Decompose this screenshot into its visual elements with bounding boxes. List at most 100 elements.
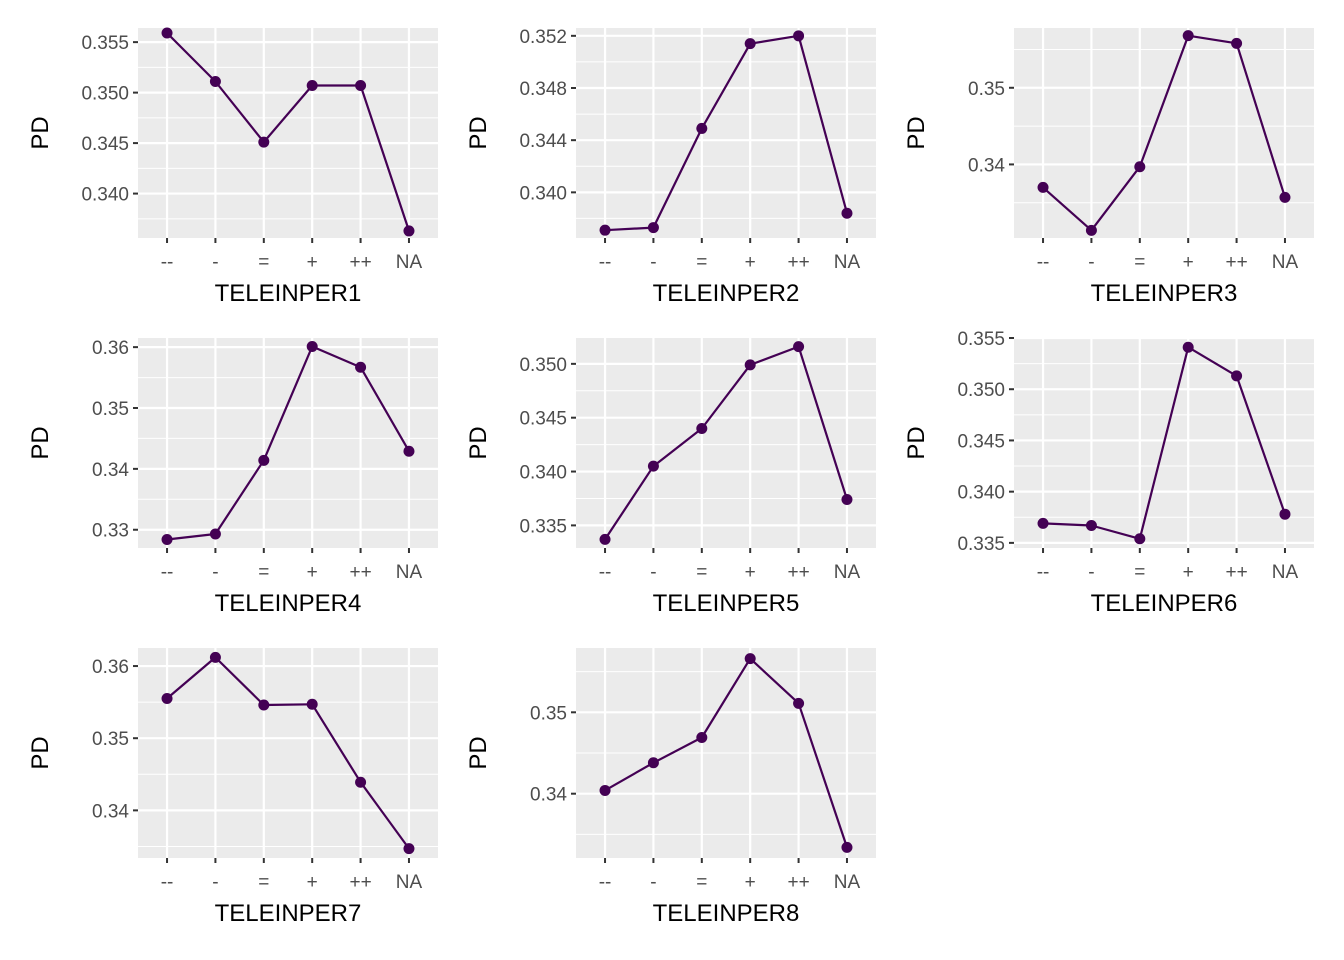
data-point — [793, 30, 805, 42]
x-axis-title: TELEINPER3 — [1091, 280, 1238, 307]
x-tick-label: - — [650, 872, 656, 893]
y-tick-label: 0.335 — [957, 534, 1005, 555]
x-tick-label: NA — [396, 252, 423, 273]
x-tick-label: - — [650, 562, 656, 583]
x-tick-label: - — [1088, 252, 1094, 273]
y-tick-label: 0.352 — [519, 27, 567, 48]
y-tick-label: 0.340 — [81, 185, 129, 206]
series-line — [604, 34, 849, 232]
data-point — [841, 207, 853, 219]
y-tick-label: 0.35 — [530, 703, 567, 724]
x-tick-label: = — [696, 562, 707, 583]
panel-background — [576, 338, 876, 548]
x-axis-title: TELEINPER8 — [653, 900, 800, 927]
data-point — [1134, 161, 1146, 173]
x-tick-label: + — [745, 562, 756, 583]
x-tick-label: = — [1134, 562, 1145, 583]
x-tick-label: ++ — [349, 872, 371, 893]
x-tick-label: + — [307, 562, 318, 583]
data-point — [1037, 181, 1049, 193]
y-tick-label: 0.340 — [957, 483, 1005, 504]
panel-background — [1014, 28, 1314, 238]
data-point — [403, 445, 415, 457]
x-tick-label: -- — [161, 252, 174, 273]
data-point — [1182, 341, 1194, 353]
data-point — [306, 698, 318, 710]
data-point — [599, 224, 611, 236]
x-tick-label: = — [696, 872, 707, 893]
panel-background — [138, 338, 438, 548]
data-point — [599, 533, 611, 545]
x-tick-label: = — [258, 252, 269, 273]
data-point — [355, 776, 367, 788]
x-tick-label: NA — [1272, 252, 1299, 273]
y-tick-label: 0.345 — [957, 431, 1005, 452]
x-tick-label: NA — [396, 872, 423, 893]
x-tick-label: = — [696, 252, 707, 273]
y-axis-title: PD — [465, 736, 492, 769]
data-point — [1231, 37, 1243, 49]
data-point — [161, 693, 173, 705]
data-point — [209, 528, 221, 540]
y-tick-label: 0.348 — [519, 79, 567, 100]
x-tick-label: ++ — [787, 562, 809, 583]
series-line — [604, 657, 849, 848]
panel-background — [576, 28, 876, 238]
panel-background — [138, 648, 438, 858]
x-axis-title: TELEINPER6 — [1091, 590, 1238, 617]
data-point — [841, 841, 853, 853]
x-tick-label: -- — [161, 872, 174, 893]
y-tick-label: 0.344 — [519, 131, 567, 152]
data-point — [1085, 519, 1097, 531]
data-point — [1037, 517, 1049, 529]
data-point — [306, 341, 318, 353]
x-tick-label: + — [1183, 562, 1194, 583]
data-point — [355, 361, 367, 373]
x-tick-label: ++ — [349, 562, 371, 583]
x-tick-label: = — [258, 872, 269, 893]
x-tick-label: - — [212, 872, 218, 893]
y-tick-label: 0.335 — [519, 516, 567, 537]
data-point — [403, 843, 415, 855]
data-point — [744, 359, 756, 371]
data-point — [1279, 508, 1291, 520]
y-tick-label: 0.36 — [92, 657, 129, 678]
data-point — [647, 460, 659, 472]
x-axis-title: TELEINPER1 — [215, 280, 362, 307]
y-tick-label: 0.355 — [81, 33, 129, 54]
data-point — [793, 341, 805, 353]
x-tick-label: NA — [834, 252, 861, 273]
data-point — [599, 784, 611, 796]
x-tick-label: + — [745, 872, 756, 893]
x-tick-label: ++ — [787, 872, 809, 893]
x-tick-label: NA — [396, 562, 423, 583]
series-line — [166, 656, 410, 850]
x-tick-label: NA — [834, 872, 861, 893]
y-tick-label: 0.35 — [968, 79, 1005, 100]
y-axis-title: PD — [465, 116, 492, 149]
data-point — [1231, 370, 1243, 382]
data-point — [793, 697, 805, 709]
data-point — [258, 699, 270, 711]
y-axis-title: PD — [903, 426, 930, 459]
x-tick-label: + — [745, 252, 756, 273]
data-point — [1085, 224, 1097, 236]
data-point — [647, 757, 659, 769]
data-point — [355, 80, 367, 92]
y-tick-label: 0.35 — [92, 399, 129, 420]
data-point — [258, 454, 270, 466]
y-tick-label: 0.340 — [519, 183, 567, 204]
y-axis-title: PD — [27, 426, 54, 459]
x-tick-label: - — [1088, 562, 1094, 583]
x-axis-title: TELEINPER5 — [653, 590, 800, 617]
x-tick-label: - — [650, 252, 656, 273]
x-tick-label: ++ — [787, 252, 809, 273]
series-line — [1042, 346, 1287, 540]
y-axis-title: PD — [465, 426, 492, 459]
y-axis-title: PD — [903, 116, 930, 149]
x-tick-label: + — [1183, 252, 1194, 273]
